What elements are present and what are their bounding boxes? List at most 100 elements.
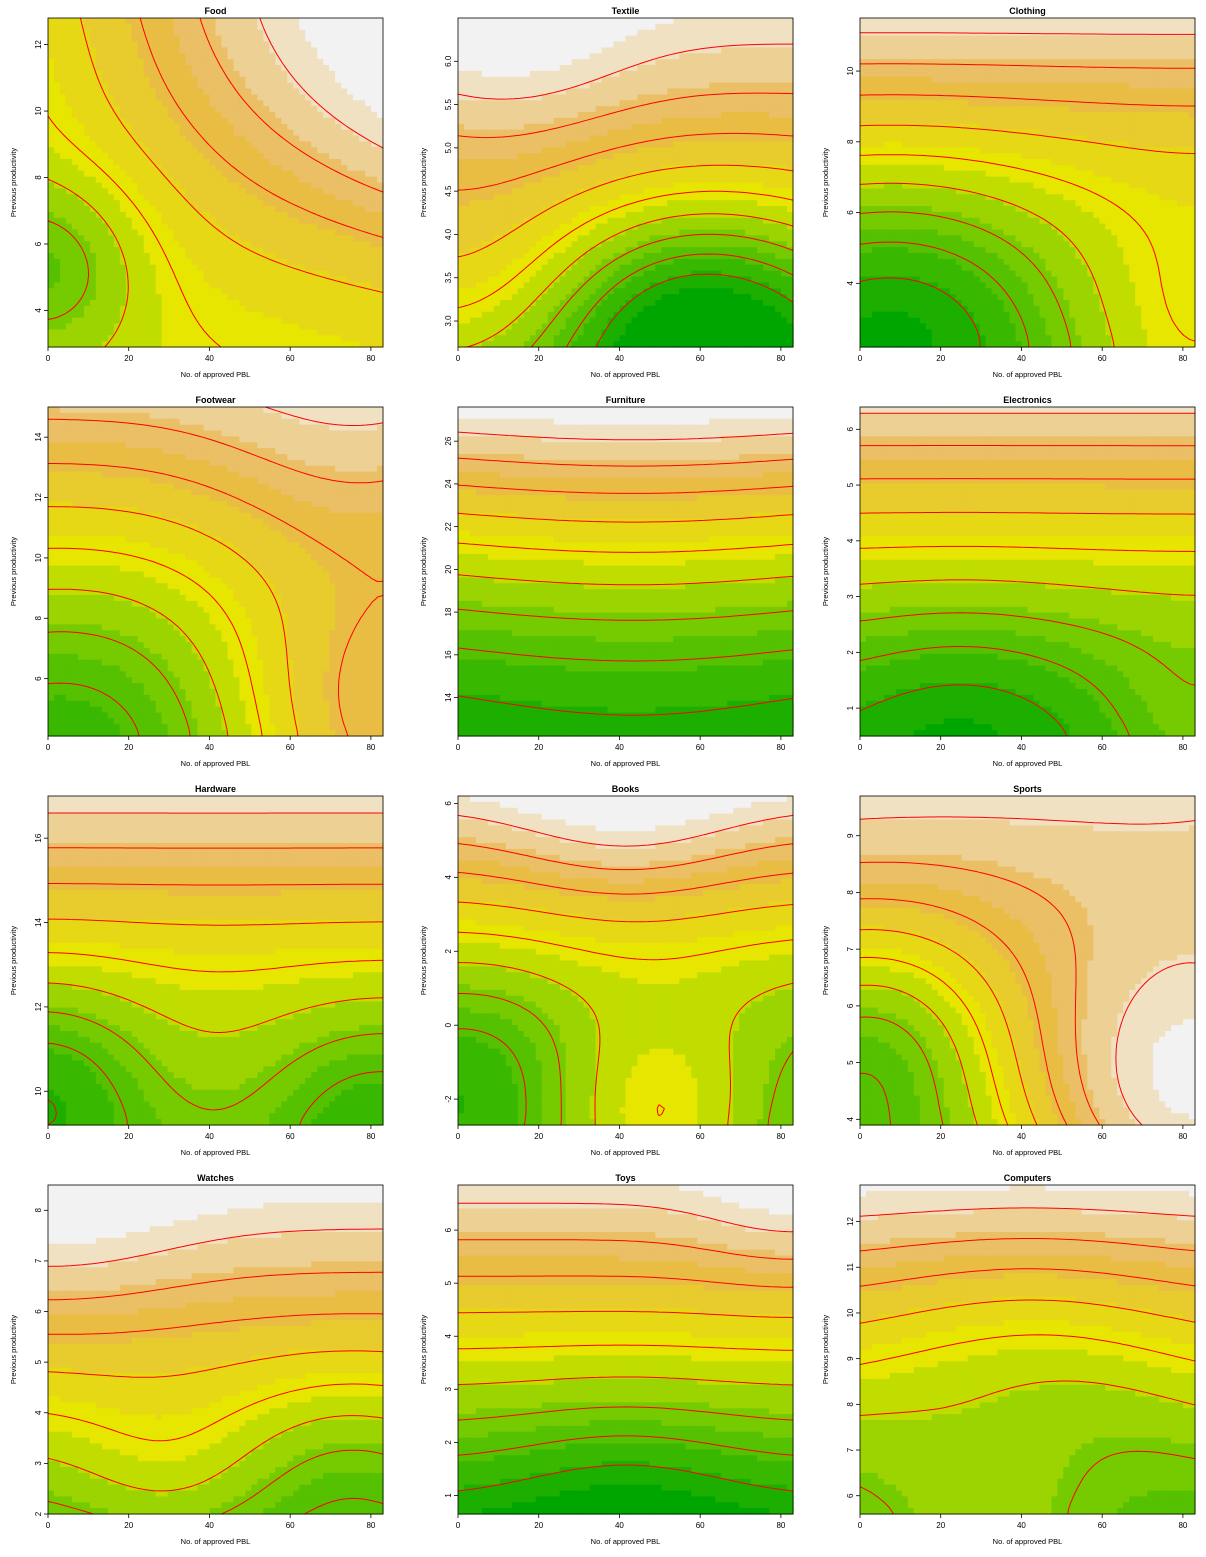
heatmap-cell — [95, 117, 103, 125]
heatmap-cell — [317, 41, 324, 48]
heatmap-cell — [371, 223, 378, 231]
heatmap-cell — [269, 194, 276, 201]
heatmap-cell — [281, 59, 288, 66]
heatmap-cell — [269, 117, 276, 125]
heatmap-cell — [83, 117, 91, 125]
heatmap-cell — [107, 282, 115, 289]
heatmap-cell — [191, 200, 199, 207]
heatmap-cell — [637, 135, 645, 142]
heatmap-cell — [233, 241, 241, 248]
heatmap-cell — [505, 170, 513, 178]
heatmap-cell — [475, 235, 483, 242]
heatmap-cell — [637, 264, 645, 272]
heatmap-cell — [458, 211, 465, 219]
heatmap-cell — [553, 223, 561, 231]
heatmap-cell — [547, 276, 555, 283]
heatmap-cell — [239, 235, 247, 242]
heatmap-cell — [95, 229, 103, 236]
heatmap-cell — [529, 247, 537, 254]
heatmap-cell — [107, 188, 115, 195]
heatmap-cell — [589, 94, 597, 101]
heatmap-cell — [541, 206, 549, 213]
heatmap-cell — [59, 176, 67, 184]
heatmap-cell — [269, 341, 276, 348]
heatmap-cell — [65, 264, 73, 272]
heatmap-cell — [95, 253, 103, 260]
heatmap-cell — [293, 206, 300, 213]
heatmap-cell — [287, 159, 294, 166]
heatmap-cell — [595, 188, 603, 195]
heatmap-cell — [239, 247, 247, 254]
heatmap-cell — [565, 65, 573, 72]
heatmap-cell — [167, 76, 175, 84]
heatmap-cell — [149, 141, 157, 148]
heatmap-cell — [541, 23, 549, 31]
heatmap-cell — [251, 18, 258, 25]
heatmap-cell — [583, 329, 591, 336]
heatmap-cell — [305, 206, 312, 213]
heatmap-cell — [221, 235, 229, 242]
heatmap-cell — [149, 153, 157, 160]
heatmap-cell — [203, 270, 211, 278]
heatmap-cell — [149, 29, 157, 37]
heatmap-cell — [269, 100, 276, 107]
heatmap-cell — [637, 317, 645, 325]
heatmap-cell — [101, 106, 109, 113]
heatmap-cell — [643, 282, 651, 289]
heatmap-cell — [469, 206, 477, 213]
heatmap-cell — [89, 100, 97, 107]
heatmap-cell — [511, 18, 519, 25]
heatmap-cell — [89, 29, 97, 37]
heatmap-cell — [458, 88, 465, 95]
heatmap-cell — [595, 270, 603, 278]
heatmap-cell — [155, 29, 163, 37]
heatmap-cell — [101, 200, 109, 207]
heatmap-cell — [493, 117, 501, 125]
heatmap-cell — [107, 206, 115, 213]
heatmap-cell — [631, 106, 639, 113]
heatmap-cell — [305, 18, 312, 25]
heatmap-cell — [547, 35, 555, 43]
heatmap-cell — [275, 188, 282, 195]
heatmap-cell — [227, 70, 235, 78]
heatmap-cell — [365, 29, 372, 37]
heatmap-cell — [529, 47, 537, 54]
heatmap-cell — [125, 335, 133, 342]
heatmap-cell — [293, 129, 300, 137]
heatmap-cell — [625, 276, 633, 283]
heatmap-cell — [53, 18, 61, 25]
heatmap-cell — [493, 211, 501, 219]
heatmap-cell — [281, 270, 288, 278]
heatmap-cell — [83, 294, 91, 301]
heatmap-cell — [161, 94, 169, 101]
heatmap-cell — [77, 112, 85, 119]
heatmap-cell — [371, 317, 378, 325]
heatmap-cell — [547, 241, 555, 248]
heatmap-cell — [185, 100, 193, 107]
heatmap-cell — [281, 88, 288, 95]
heatmap-cell — [191, 305, 199, 313]
heatmap-cell — [59, 247, 67, 254]
heatmap-cell — [251, 164, 258, 172]
heatmap-cell — [305, 341, 312, 348]
heatmap-cell — [83, 206, 91, 213]
heatmap-cell — [137, 341, 145, 348]
heatmap-cell — [149, 129, 157, 137]
heatmap-cell — [505, 41, 513, 48]
heatmap-cell — [541, 270, 549, 278]
heatmap-cell — [221, 47, 229, 54]
heatmap-cell — [131, 235, 139, 242]
heatmap-cell — [173, 323, 181, 330]
heatmap-cell — [221, 264, 229, 272]
heatmap-cell — [251, 288, 258, 295]
heatmap-cell — [529, 305, 537, 313]
heatmap-cell — [167, 305, 175, 313]
heatmap-cell — [559, 23, 567, 31]
heatmap-cell — [377, 88, 384, 95]
heatmap-cell — [83, 147, 91, 154]
heatmap-cell — [83, 311, 91, 319]
heatmap-cell — [269, 147, 276, 154]
heatmap-cell — [458, 94, 465, 101]
heatmap-cell — [89, 335, 97, 342]
heatmap-cell — [317, 247, 324, 254]
